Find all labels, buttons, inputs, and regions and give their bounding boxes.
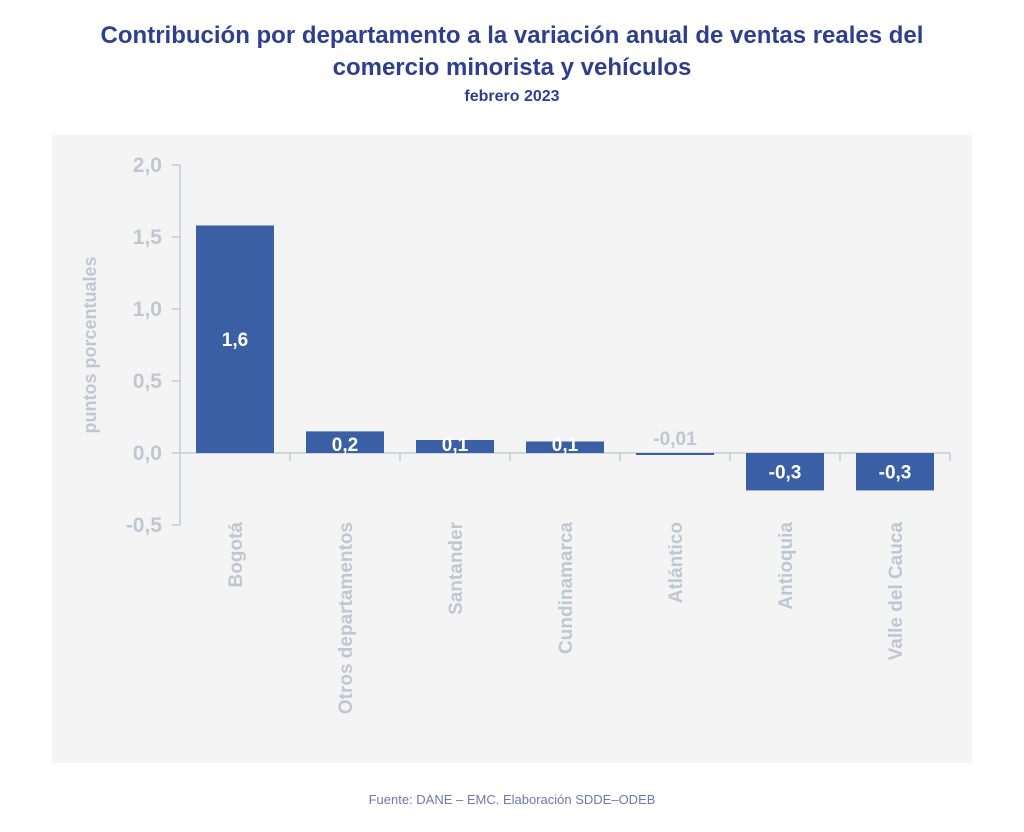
source-note: Fuente: DANE – EMC. Elaboración SDDE–ODE… [368,792,656,807]
bar-valle-del-cauca [856,453,934,491]
bar-atlántico [636,453,714,455]
data-label: -0,3 [879,463,912,484]
x-tick-label: Santander [446,521,467,615]
bar-otros-departamentos [306,431,384,453]
data-label: -0,01 [653,429,697,450]
chart-title: Contribución por departamento a la varia… [0,20,1024,84]
bar-antioquia [746,453,824,491]
y-tick-label: -0,5 [126,514,163,537]
x-tick-label: Antioquia [776,522,797,610]
bar-bogotá [196,225,274,453]
x-tick-label: Atlántico [666,522,687,603]
x-tick-label: Bogotá [226,522,247,588]
chart-subtitle: febrero 2023 [464,88,560,105]
bar-santander [416,440,494,453]
bar-cundinamarca [526,441,604,453]
y-tick-label: 0,5 [133,370,163,393]
y-axis-title: puntos porcentuales [80,256,100,433]
data-label: 0,1 [552,435,579,456]
data-label: 0,2 [332,435,358,456]
data-label: -0,3 [769,463,802,484]
chart-title-line1: Contribución por departamento a la varia… [100,22,924,49]
x-tick-label: Valle del Cauca [886,522,907,661]
y-tick-label: 1,0 [133,298,162,321]
x-tick-label: Cundinamarca [556,522,577,654]
chart-title-line2: comercio minorista y vehículos [332,54,692,81]
y-tick-label: 2,0 [133,154,162,177]
x-tick-label: Otros departamentos [336,522,357,714]
data-label: 1,6 [222,330,248,351]
y-tick-label: 0,0 [133,442,162,465]
data-label: 0,1 [442,435,469,456]
y-tick-label: 1,5 [133,226,163,249]
